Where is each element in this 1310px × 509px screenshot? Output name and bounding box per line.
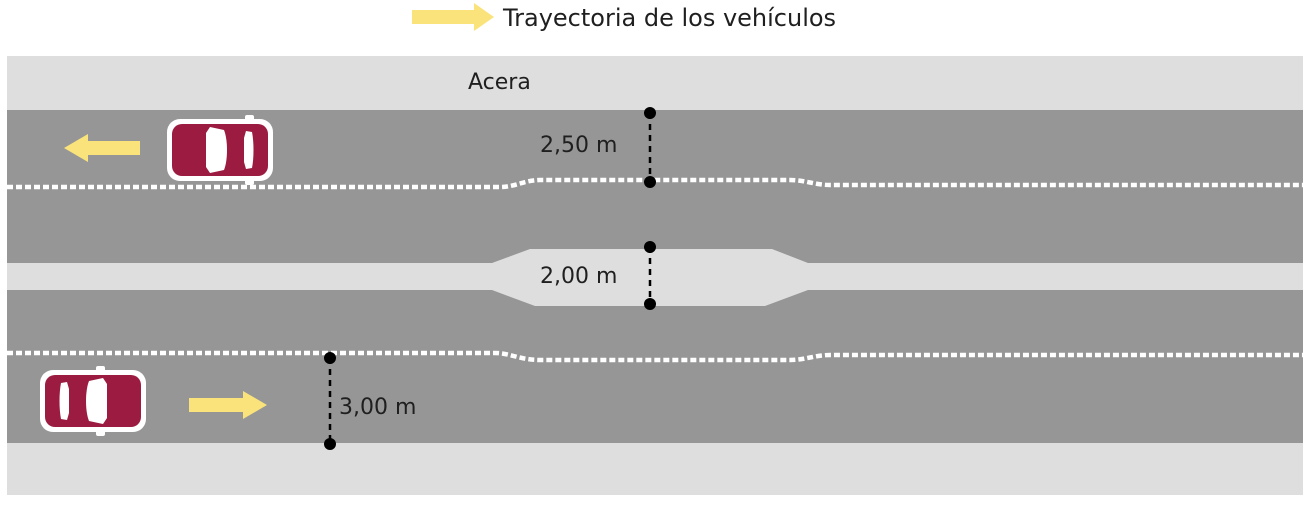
sidewalk-top	[7, 56, 1303, 110]
direction-arrow-left-icon	[64, 134, 140, 162]
legend-label: Trayectoria de los vehículos	[502, 4, 836, 32]
median-width-label: 2,00 m	[540, 264, 617, 289]
car-bottom-icon	[40, 366, 146, 436]
lane-marking-top	[7, 177, 1303, 190]
median	[7, 249, 1303, 306]
direction-arrow-right-icon	[189, 391, 267, 419]
lane-width-bottom-label: 3,00 m	[339, 395, 416, 420]
lane-marking-bottom	[7, 350, 1303, 363]
legend: Trayectoria de los vehículos	[412, 3, 836, 32]
lane-width-top-label: 2,50 m	[540, 133, 617, 158]
legend-arrow-icon	[412, 3, 494, 31]
dimension-median: 2,00 m	[540, 241, 656, 310]
car-top-icon	[167, 115, 273, 185]
dimension-lane-top: 2,50 m	[540, 107, 656, 188]
dimension-lane-bottom: 3,00 m	[324, 352, 416, 450]
sidewalk-bottom	[7, 443, 1303, 495]
sidewalk-label: Acera	[468, 70, 531, 95]
